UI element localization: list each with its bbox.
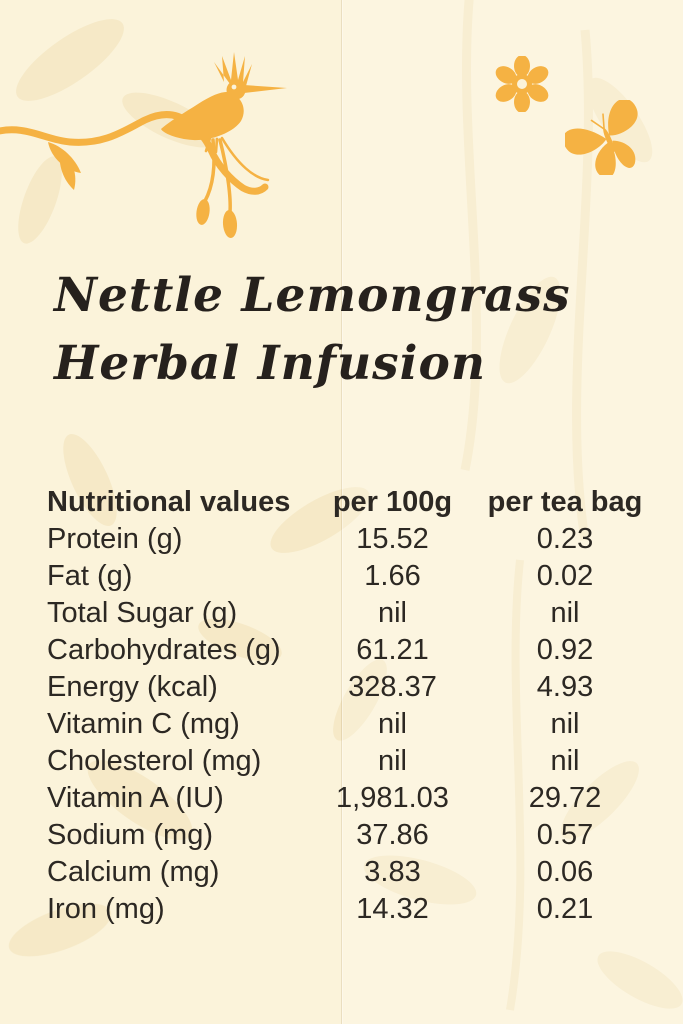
per-100g-value: 1,981.03 — [336, 782, 449, 814]
per-tea-bag-value: nil — [550, 708, 580, 740]
per-tea-bag-value: 4.93 — [536, 671, 594, 703]
flower-icon — [495, 56, 549, 112]
header-per-tea-bag: per tea bag — [487, 486, 643, 518]
per-tea-bag-value: 0.06 — [536, 856, 594, 888]
bird-on-branch-icon — [0, 52, 287, 238]
product-title: Nettle Lemongrass Herbal Infusion — [54, 262, 571, 397]
nutrient-label: Fat (g) — [47, 560, 133, 592]
nutrient-label: Vitamin C (mg) — [47, 708, 240, 740]
per-100g-value: 328.37 — [348, 671, 437, 703]
table-row: Total Sugar (g) nil nil — [47, 595, 683, 632]
per-tea-bag-value: 0.02 — [536, 560, 594, 592]
product-title-line1: Nettle Lemongrass — [54, 268, 571, 323]
per-tea-bag-value: nil — [550, 597, 580, 629]
per-tea-bag-value: 0.21 — [536, 893, 594, 925]
per-100g-value: 14.32 — [356, 893, 429, 925]
per-tea-bag-value: 0.57 — [536, 819, 594, 851]
nutrient-label: Iron (mg) — [47, 893, 165, 925]
per-tea-bag-value: 0.23 — [536, 523, 594, 555]
nutrient-label: Carbohydrates (g) — [47, 634, 281, 666]
table-row: Iron (mg) 14.32 0.21 — [47, 891, 683, 928]
per-100g-value: nil — [377, 708, 407, 740]
table-row: Cholesterol (mg) nil nil — [47, 743, 683, 780]
per-tea-bag-value: 29.72 — [528, 782, 602, 814]
header-per-100g: per 100g — [332, 486, 453, 518]
table-row: Sodium (mg) 37.86 0.57 — [47, 817, 683, 854]
table-row: Protein (g) 15.52 0.23 — [47, 521, 683, 558]
per-100g-value: 37.86 — [356, 819, 429, 851]
nutrient-label: Calcium (mg) — [47, 856, 220, 888]
per-100g-value: 1.66 — [364, 560, 421, 592]
table-row: Vitamin C (mg) nil nil — [47, 706, 683, 743]
table-row: Fat (g) 1.66 0.02 — [47, 558, 683, 595]
per-100g-value: 15.52 — [356, 523, 429, 555]
table-row: Vitamin A (IU) 1,981.03 29.72 — [47, 780, 683, 817]
nutrient-label: Sodium (mg) — [47, 819, 213, 851]
nutrient-label: Protein (g) — [47, 523, 183, 555]
per-tea-bag-value: nil — [550, 745, 580, 777]
nutrition-table-header: Nutritional values per 100g per tea bag — [47, 484, 683, 521]
product-title-line2: Herbal Infusion — [54, 335, 486, 391]
header-nutritional-values: Nutritional values — [47, 486, 291, 518]
nutrition-table: Nutritional values per 100g per tea bag … — [47, 484, 683, 928]
nutrient-label: Cholesterol (mg) — [47, 745, 262, 777]
nutrient-label: Total Sugar (g) — [47, 597, 238, 629]
per-100g-value: nil — [377, 745, 407, 777]
per-100g-value: 61.21 — [356, 634, 429, 666]
table-row: Calcium (mg) 3.83 0.06 — [47, 854, 683, 891]
butterfly-icon — [565, 100, 638, 175]
nutrient-label: Energy (kcal) — [47, 671, 218, 703]
table-row: Carbohydrates (g) 61.21 0.92 — [47, 632, 683, 669]
per-100g-value: nil — [377, 597, 407, 629]
table-row: Energy (kcal) 328.37 4.93 — [47, 669, 683, 706]
per-100g-value: 3.83 — [364, 856, 421, 888]
nutrient-label: Vitamin A (IU) — [47, 782, 224, 814]
per-tea-bag-value: 0.92 — [536, 634, 594, 666]
